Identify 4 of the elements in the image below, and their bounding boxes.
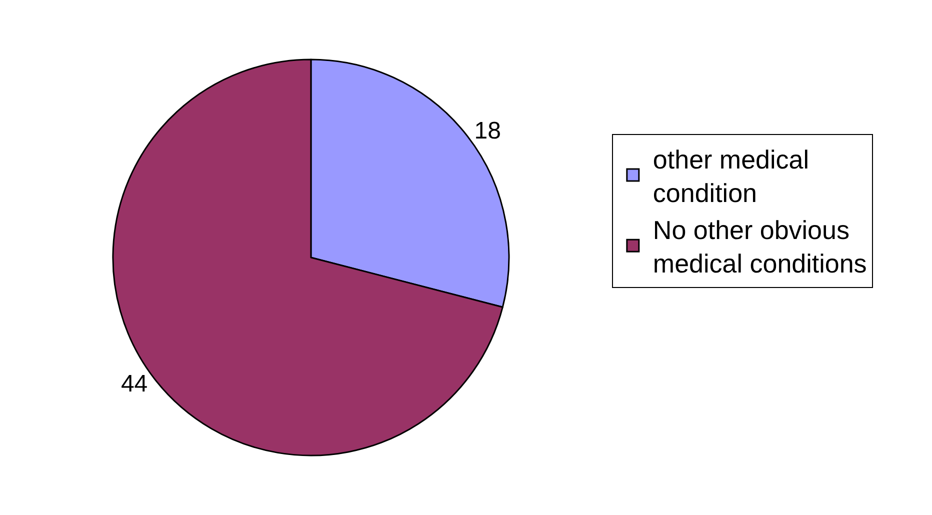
legend-label: No other obvious medical conditions [652, 214, 867, 279]
legend-label: other medical condition [652, 144, 809, 208]
data-label: 44 [120, 370, 148, 398]
data-label: 18 [474, 118, 501, 145]
